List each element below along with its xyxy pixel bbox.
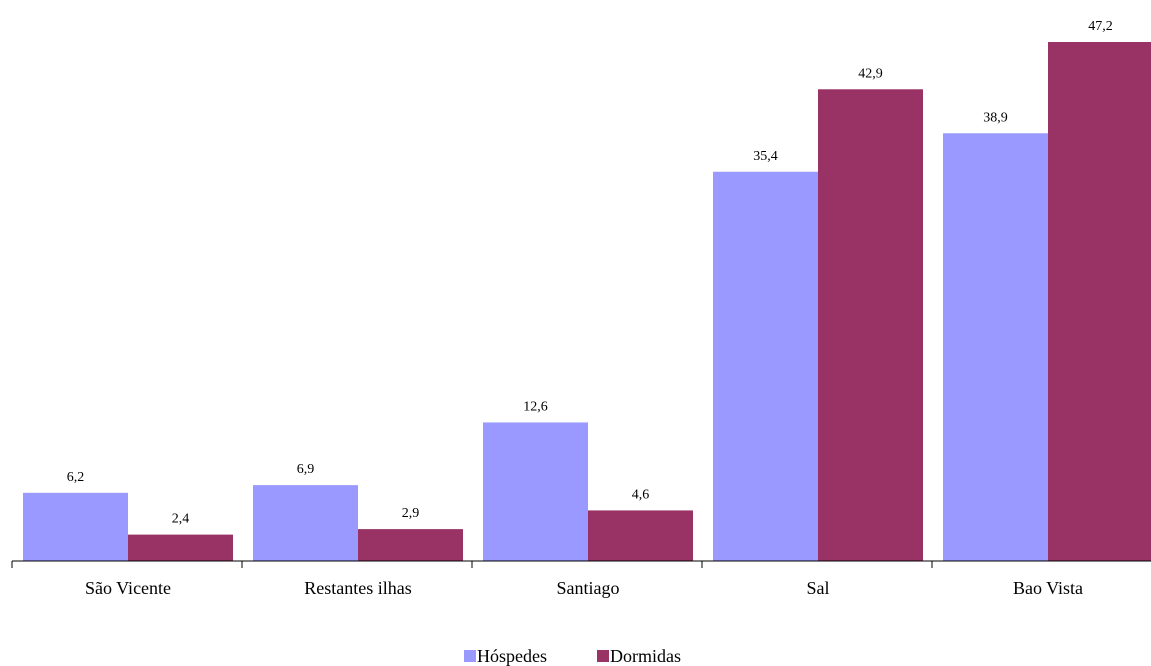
- bar-hospedes-2: [483, 422, 588, 561]
- bar-hospedes-1: [253, 485, 358, 561]
- value-label-dormidas-4: 47,2: [1088, 19, 1113, 34]
- value-label-dormidas-1: 2,9: [402, 506, 420, 521]
- bar-hospedes-3: [713, 171, 818, 561]
- value-label-dormidas-3: 42,9: [858, 66, 883, 81]
- value-label-hospedes-3: 35,4: [753, 149, 778, 164]
- category-label-4: Bao Vista: [1013, 578, 1083, 598]
- bars-layer: [23, 42, 1151, 562]
- value-label-hospedes-0: 6,2: [67, 470, 85, 485]
- legend-swatch-hospedes: [464, 650, 476, 662]
- category-label-1: Restantes ilhas: [304, 578, 411, 598]
- legend: Hóspedes Dormidas: [464, 646, 681, 666]
- value-labels-layer: 6,2 2,4 6,9 2,9 12,6 4,6 35,4 42,9 38,9 47,2: [67, 19, 1113, 527]
- legend-label-dormidas: Dormidas: [610, 646, 681, 666]
- bar-dormidas-3: [818, 89, 923, 562]
- bar-hospedes-0: [23, 492, 128, 561]
- legend-swatch-dormidas: [597, 650, 609, 662]
- legend-label-hospedes: Hóspedes: [477, 646, 547, 666]
- bar-dormidas-2: [588, 510, 693, 561]
- x-axis-ticks: [11, 561, 933, 568]
- bar-hospedes-4: [943, 133, 1048, 561]
- value-label-hospedes-2: 12,6: [523, 399, 548, 414]
- category-label-0: São Vicente: [85, 578, 171, 598]
- bar-dormidas-0: [128, 534, 233, 561]
- bar-dormidas-1: [358, 529, 463, 561]
- value-label-hospedes-1: 6,9: [297, 462, 315, 477]
- category-labels: São Vicente Restantes ilhas Santiago Sal Bao…: [85, 578, 1083, 598]
- category-label-2: Santiago: [557, 578, 620, 598]
- category-label-3: Sal: [806, 578, 829, 598]
- value-label-dormidas-2: 4,6: [632, 487, 650, 502]
- value-label-dormidas-0: 2,4: [172, 512, 190, 527]
- bar-dormidas-4: [1048, 42, 1151, 561]
- value-label-hospedes-4: 38,9: [983, 110, 1008, 125]
